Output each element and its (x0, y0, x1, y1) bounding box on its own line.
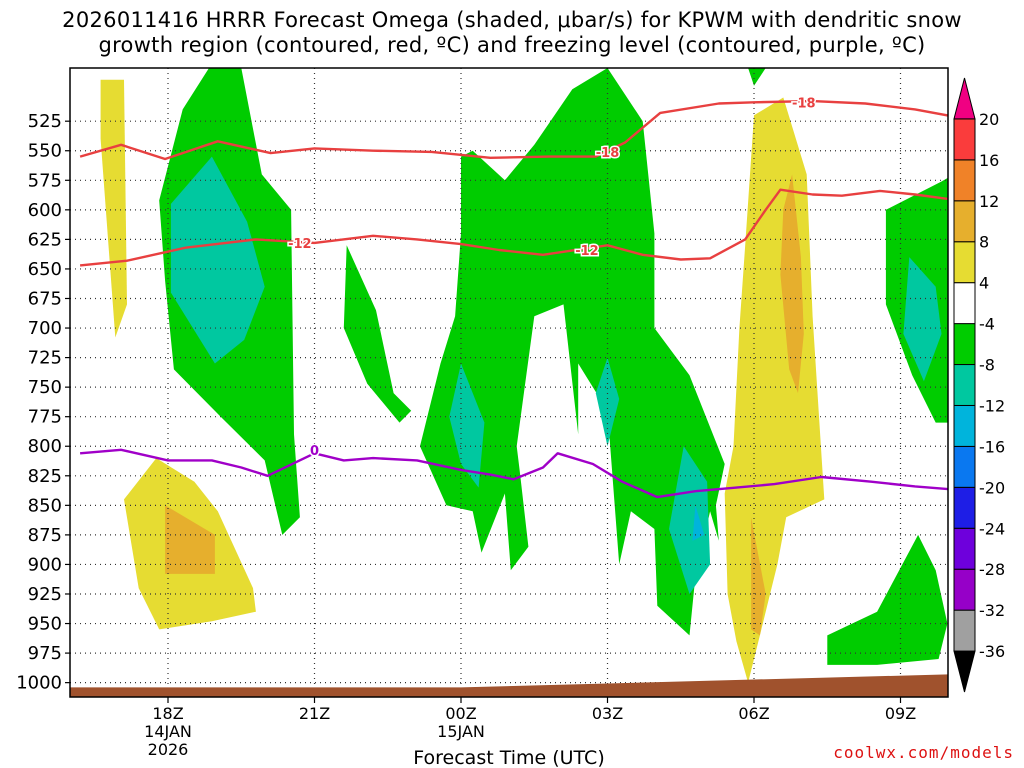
omega-region-7 (669, 446, 711, 594)
y-tick-label-825: 825 (28, 466, 62, 487)
colorbar-label-1: 16 (979, 151, 999, 170)
colorbar: 20 16 12 8 4 -4 -8 -12 -16 -20 -24 -28 -32 -36 (953, 77, 1005, 693)
y-tick-label-625: 625 (28, 229, 62, 250)
y-tick-label-975: 975 (28, 643, 62, 664)
colorbar-bin-0 (953, 650, 976, 693)
colorbar-label-11: -28 (979, 560, 1005, 579)
omega-region-15 (748, 68, 766, 86)
colorbar-label-9: -20 (979, 478, 1005, 497)
chart-title-line2: growth region (contoured, red, ºC) and f… (98, 33, 926, 57)
colorbar-label-7: -12 (979, 396, 1005, 415)
colorbar-label-4: 4 (979, 274, 989, 293)
x-tick-label-00Z: 00Z (445, 704, 476, 723)
colorbar-label-10: -24 (979, 519, 1005, 538)
omega-shading-layer (100, 68, 948, 683)
omega-region-2 (170, 156, 265, 364)
colorbar-bin-5 (953, 445, 976, 488)
x-tick-date-00Z: 15JAN (437, 722, 485, 741)
colorbar-bin-14 (953, 77, 976, 120)
colorbar-label-6: -8 (979, 356, 995, 375)
colorbar-bin-6 (953, 404, 976, 447)
contour-0 (79, 99, 948, 161)
contour-label-2-0: 0 (310, 444, 319, 459)
colorbar-label-3: 8 (979, 233, 989, 252)
x-tick-label-06Z: 06Z (738, 704, 769, 723)
x-axis-title: Forecast Time (UTC) (413, 747, 604, 768)
colorbar-bin-7 (953, 364, 976, 406)
y-tick-label-600: 600 (28, 200, 62, 221)
colorbar-label-2: 12 (979, 192, 999, 211)
colorbar-label-5: -4 (979, 315, 995, 334)
y-tick-label-875: 875 (28, 525, 62, 546)
y-tick-label-775: 775 (28, 407, 62, 428)
terrain-layer (70, 674, 948, 697)
colorbar-bin-8 (953, 323, 976, 366)
omega-region-3 (343, 245, 412, 423)
omega-region-14 (827, 534, 948, 665)
colorbar-bin-3 (953, 527, 976, 570)
omega-region-5 (449, 363, 485, 488)
x-tick-label-09Z: 09Z (885, 704, 916, 723)
y-tick-label-950: 950 (28, 614, 62, 635)
contour-label-0-0: -18 (596, 146, 620, 161)
contour-layer: -18 -18 -12 -12 0 (79, 95, 948, 499)
y-tick-label-675: 675 (28, 288, 62, 309)
colorbar-label-12: -32 (979, 601, 1005, 620)
colorbar-bin-11 (953, 200, 976, 243)
y-tick-label-550: 550 (28, 141, 62, 162)
x-tick-date-18Z: 14JAN (144, 722, 192, 741)
colorbar-bin-12 (953, 159, 976, 202)
axis-layer: 525 550 575 600 625 650 675 700 725 750 775 800 825 8… (16, 111, 916, 759)
contour-2 (79, 448, 948, 499)
omega-region-6 (595, 357, 620, 447)
omega-region-13 (903, 257, 942, 382)
omega-region-17 (165, 505, 215, 574)
colorbar-bin-1 (953, 609, 976, 652)
plot-frame (69, 67, 949, 698)
contour-1 (79, 188, 948, 267)
colorbar-bin-10 (953, 241, 976, 284)
y-tick-label-725: 725 (28, 348, 62, 369)
x-tick-label-21Z: 21Z (299, 704, 330, 723)
colorbar-bin-9 (953, 282, 976, 325)
y-tick-label-700: 700 (28, 318, 62, 339)
y-tick-label-900: 900 (28, 554, 62, 575)
x-tick-label-18Z: 18Z (152, 704, 183, 723)
y-tick-label-850: 850 (28, 495, 62, 516)
colorbar-label-13: -36 (979, 642, 1005, 661)
contour-label-0-1: -18 (792, 96, 816, 111)
x-tick-label-03Z: 03Z (592, 704, 623, 723)
contour-label-1-0: -12 (288, 237, 312, 252)
y-tick-label-1000: 1000 (16, 673, 62, 694)
y-tick-label-750: 750 (28, 377, 62, 398)
colorbar-bin-2 (953, 568, 976, 611)
chart-title-line1: 2026011416 HRRR Forecast Omega (shaded, … (62, 8, 962, 32)
x-tick-year-18Z: 2026 (148, 740, 189, 759)
y-tick-label-525: 525 (28, 111, 62, 132)
y-tick-label-650: 650 (28, 259, 62, 280)
y-tick-label-575: 575 (28, 170, 62, 191)
colorbar-label-8: -16 (979, 437, 1005, 456)
watermark: coolwx.com/models (833, 743, 1014, 762)
omega-region-10 (780, 174, 804, 394)
contour-label-1-1: -12 (575, 244, 599, 259)
omega-region-11 (751, 517, 766, 636)
colorbar-label-0: 20 (979, 110, 999, 129)
colorbar-bin-13 (953, 118, 976, 161)
y-tick-label-800: 800 (28, 436, 62, 457)
terrain-fill (70, 674, 948, 697)
colorbar-bin-4 (953, 486, 976, 529)
y-tick-label-925: 925 (28, 584, 62, 605)
omega-region-8 (692, 505, 705, 541)
